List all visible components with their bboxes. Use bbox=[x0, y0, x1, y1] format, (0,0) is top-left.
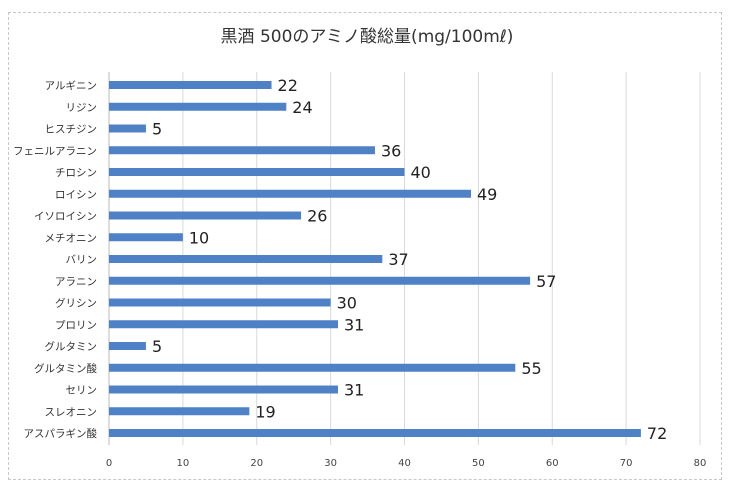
category-label: アルギニン bbox=[45, 80, 97, 92]
data-label: 72 bbox=[647, 424, 667, 443]
data-label: 22 bbox=[278, 76, 298, 95]
data-label: 10 bbox=[189, 228, 209, 247]
category-label: バリン bbox=[66, 254, 98, 266]
chart-title: 黒酒 500のアミノ酸総量(mg/100mℓ) bbox=[220, 27, 514, 47]
bar bbox=[109, 429, 641, 437]
bar bbox=[109, 81, 272, 89]
category-label: チロシン bbox=[55, 167, 97, 179]
data-label: 36 bbox=[381, 141, 401, 160]
category-label: グルタミン bbox=[45, 340, 98, 353]
x-tick-label: 60 bbox=[546, 458, 559, 469]
data-label: 37 bbox=[388, 250, 408, 269]
bar bbox=[109, 385, 339, 394]
data-label: 24 bbox=[292, 98, 312, 117]
bar bbox=[109, 363, 516, 372]
category-label: リジン bbox=[66, 102, 98, 114]
category-label: プロリン bbox=[55, 319, 97, 331]
x-tick-label: 10 bbox=[177, 458, 190, 469]
x-tick-label: 80 bbox=[694, 458, 707, 469]
category-label: メチオニン bbox=[45, 232, 98, 244]
data-label: 26 bbox=[307, 207, 327, 226]
data-label: 30 bbox=[337, 294, 357, 313]
bar bbox=[109, 276, 531, 285]
x-tick-label: 70 bbox=[620, 458, 633, 469]
category-label: フェニルアラニン bbox=[13, 145, 97, 157]
bar bbox=[109, 168, 405, 176]
category-label: アスパラギン酸 bbox=[24, 427, 98, 440]
bar bbox=[109, 407, 250, 416]
data-label: 31 bbox=[344, 381, 364, 400]
bar bbox=[109, 189, 471, 198]
data-label: 55 bbox=[521, 359, 541, 378]
x-tick-label: 30 bbox=[324, 458, 337, 469]
bar bbox=[109, 255, 383, 263]
category-label: グリシン bbox=[55, 297, 97, 310]
bar bbox=[109, 146, 375, 155]
bar bbox=[109, 211, 302, 220]
x-tick-label: 40 bbox=[398, 458, 411, 469]
x-tick-label: 50 bbox=[472, 458, 485, 469]
category-label: ヒスチジン bbox=[45, 124, 98, 136]
bar bbox=[109, 320, 339, 329]
data-label: 57 bbox=[536, 272, 556, 291]
category-label: ロイシン bbox=[55, 189, 97, 201]
bar bbox=[109, 342, 146, 350]
category-label: セリン bbox=[66, 385, 98, 397]
data-label: 31 bbox=[344, 315, 364, 334]
data-label: 40 bbox=[411, 163, 431, 182]
data-label: 5 bbox=[152, 120, 162, 139]
chart-frame bbox=[8, 12, 722, 480]
category-label: アラニン bbox=[55, 276, 97, 288]
x-tick-label: 0 bbox=[106, 458, 112, 469]
bar bbox=[109, 233, 183, 242]
data-label: 49 bbox=[477, 185, 497, 204]
x-tick-label: 20 bbox=[250, 458, 263, 469]
category-label: スレオニン bbox=[45, 406, 98, 418]
category-label: グルタミン酸 bbox=[34, 362, 97, 375]
bar bbox=[109, 124, 146, 133]
data-label: 5 bbox=[152, 337, 162, 356]
bar bbox=[109, 102, 287, 111]
category-label: イソロイシン bbox=[34, 211, 97, 223]
bar bbox=[109, 298, 331, 307]
data-label: 19 bbox=[255, 402, 275, 421]
